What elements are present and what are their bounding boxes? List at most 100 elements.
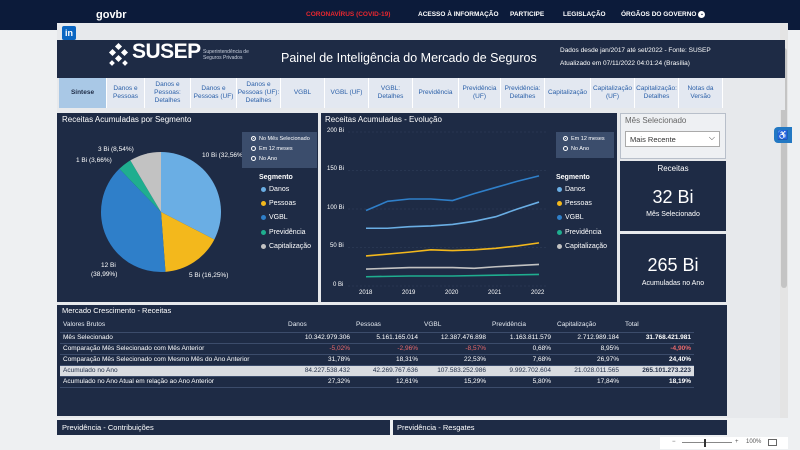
pie-legend-title: Segmento xyxy=(259,174,293,181)
month-filter-dropdown[interactable]: Mais Recente ⌵ xyxy=(625,131,720,147)
tab-sintese[interactable]: Síntese xyxy=(59,78,107,108)
month-filter-title: Mês Selecionado xyxy=(625,116,687,125)
tab-previdencia[interactable]: Previdência xyxy=(413,78,459,108)
report-header xyxy=(57,40,785,78)
cell: 5,80% xyxy=(489,376,554,388)
legend-dot-icon xyxy=(557,200,562,206)
cell: 10.342.979.306 xyxy=(285,332,353,344)
tab-capitalizacao[interactable]: Capitalização xyxy=(545,78,591,108)
col-header[interactable]: Valores Brutos xyxy=(60,318,285,333)
zoom-slider-track[interactable] xyxy=(682,442,732,443)
susep-subtitle: Superintendência de Seguros Privados xyxy=(203,49,249,61)
line-legend-danos[interactable]: Danos xyxy=(557,186,585,193)
last-updated: Atualizado em 07/11/2022 04:01:24 (Brasí… xyxy=(560,60,690,67)
tab-danos-pessoas-detalhes[interactable]: Danos e Pessoas: Detalhes xyxy=(145,78,191,108)
zoom-slider-thumb[interactable] xyxy=(704,439,706,447)
tab-previdencia-uf[interactable]: Previdência (UF) xyxy=(459,78,501,108)
pie-legend-capitalizacao[interactable]: Capitalização xyxy=(261,243,311,250)
pie-legend-previdencia[interactable]: Previdência xyxy=(261,229,306,236)
tab-vgbl-detalhes[interactable]: VGBL: Detalhes xyxy=(369,78,413,108)
susep-logo-mark xyxy=(108,42,129,66)
row-label: Acumulado no Ano Atual em relação ao Ano… xyxy=(60,376,285,388)
radio-12-meses[interactable]: Em 12 meses xyxy=(251,146,293,152)
pie-slice-previdência[interactable] xyxy=(119,160,161,212)
legend-label: VGBL xyxy=(565,214,584,221)
cell: 12,61% xyxy=(353,376,421,388)
radio-unselected-icon xyxy=(251,146,256,152)
chevron-down-icon: ⌄ xyxy=(698,11,706,18)
kpi-title: Receitas xyxy=(657,164,689,173)
pie-chart xyxy=(100,152,221,272)
zoom-level: 100% xyxy=(746,439,762,445)
col-header[interactable]: Total xyxy=(622,318,694,333)
tab-danos-pessoas-uf-detalhes[interactable]: Danos e Pessoas (UF): Detalhes xyxy=(237,78,281,108)
col-header[interactable]: Pessoas xyxy=(353,318,421,333)
col-header[interactable]: Capitalização xyxy=(554,318,622,333)
pie-slice-vgbl[interactable] xyxy=(100,168,166,272)
nav-participe[interactable]: PARTICIPE xyxy=(510,11,545,18)
tab-danos-pessoas-uf[interactable]: Danos e Pessoas (UF) xyxy=(191,78,237,108)
cell: 31,78% xyxy=(285,354,353,366)
gov-logo[interactable]: govbr xyxy=(96,9,127,21)
cell-total: 265.101.273.223 xyxy=(622,365,694,377)
tab-vgbl[interactable]: VGBL xyxy=(281,78,325,108)
zoom-out-icon[interactable]: − xyxy=(672,439,676,445)
radio-no-ano[interactable]: No Ano xyxy=(251,156,277,162)
pie-slice-capitalização[interactable] xyxy=(130,152,161,212)
line-legend-vgbl[interactable]: VGBL xyxy=(557,214,584,221)
radio-label: Em 12 meses xyxy=(571,136,605,142)
row-label: Comparação Mês Selecionado com Mesmo Mês… xyxy=(60,354,285,366)
zoom-in-icon[interactable]: + xyxy=(735,439,739,445)
legend-dot-icon xyxy=(557,214,562,220)
pie-slice-danos[interactable] xyxy=(161,152,221,240)
nav-orgaos-governo[interactable]: ÓRGÃOS DO GOVERNO ⌄ xyxy=(621,11,706,18)
x-tick-2022: 2022 xyxy=(531,290,545,296)
cell: 5.161.165.014 xyxy=(353,332,421,344)
pie-legend-pessoas[interactable]: Pessoas xyxy=(261,200,296,207)
previdencia-contribuicoes-panel xyxy=(57,420,390,435)
pie-slice-pessoas[interactable] xyxy=(161,212,215,272)
tab-previdencia-detalhes[interactable]: Previdência: Detalhes xyxy=(501,78,545,108)
radio-unselected-icon xyxy=(251,156,256,162)
pie-legend-vgbl[interactable]: VGBL xyxy=(261,214,288,221)
radio-line-no-ano[interactable]: No Ano xyxy=(563,146,589,152)
accessibility-icon[interactable]: ♿ xyxy=(774,127,792,143)
radio-line-12-meses[interactable]: Em 12 meses xyxy=(563,136,605,142)
col-header[interactable]: Danos xyxy=(285,318,353,333)
tab-vgbl-uf[interactable]: VGBL (UF) xyxy=(325,78,369,108)
linkedin-icon[interactable]: in xyxy=(62,26,76,40)
tab-capitalizacao-uf[interactable]: Capitalização (UF) xyxy=(591,78,635,108)
pie-panel-title: Receitas Acumuladas por Segmento xyxy=(62,115,192,124)
legend-dot-icon xyxy=(557,229,562,235)
line-legend-previdencia[interactable]: Previdência xyxy=(557,229,602,236)
cell: 22,53% xyxy=(421,354,489,366)
row-label: Comparação Mês Selecionado com Mês Anter… xyxy=(60,343,285,355)
nav-legislacao[interactable]: LEGISLAÇÃO xyxy=(563,11,606,18)
line-legend-pessoas[interactable]: Pessoas xyxy=(557,200,592,207)
cell-total: -4,90% xyxy=(622,343,694,355)
line-legend-capitalizacao[interactable]: Capitalização xyxy=(557,243,607,250)
legend-label: Danos xyxy=(565,186,586,193)
chevron-down-icon: ⌵ xyxy=(708,133,715,142)
col-header[interactable]: Previdência xyxy=(489,318,554,333)
cell: 107.583.252.986 xyxy=(421,365,489,377)
radio-unselected-icon xyxy=(563,146,568,152)
col-header[interactable]: VGBL xyxy=(421,318,489,333)
table-header-row: Valores Brutos Danos Pessoas VGBL Previd… xyxy=(60,318,694,333)
radio-label: No Ano xyxy=(571,146,590,152)
fit-to-page-icon[interactable] xyxy=(768,439,777,446)
previdencia-resgates-title: Previdência - Resgates xyxy=(397,423,475,432)
table-row: Comparação Mês Selecionado com Mesmo Mês… xyxy=(60,354,694,366)
nav-covid[interactable]: CORONAVÍRUS (COVID-19) xyxy=(306,11,391,18)
scrollbar-thumb[interactable] xyxy=(781,48,787,288)
pie-legend-danos[interactable]: Danos xyxy=(261,186,289,193)
tab-notas-versao[interactable]: Notas da Versão xyxy=(679,78,723,108)
cell: 0,68% xyxy=(489,343,554,355)
nav-acesso-informacao[interactable]: ACESSO À INFORMAÇÃO xyxy=(418,11,499,18)
tab-capitalizacao-detalhes[interactable]: Capitalização: Detalhes xyxy=(635,78,679,108)
radio-label: Em 12 meses xyxy=(259,146,293,152)
tab-danos-pessoas[interactable]: Danos e Pessoas xyxy=(107,78,145,108)
legend-dot-icon xyxy=(261,214,266,220)
legend-dot-icon xyxy=(557,243,562,249)
radio-no-mes[interactable]: No Mês Selecionado xyxy=(251,136,310,142)
